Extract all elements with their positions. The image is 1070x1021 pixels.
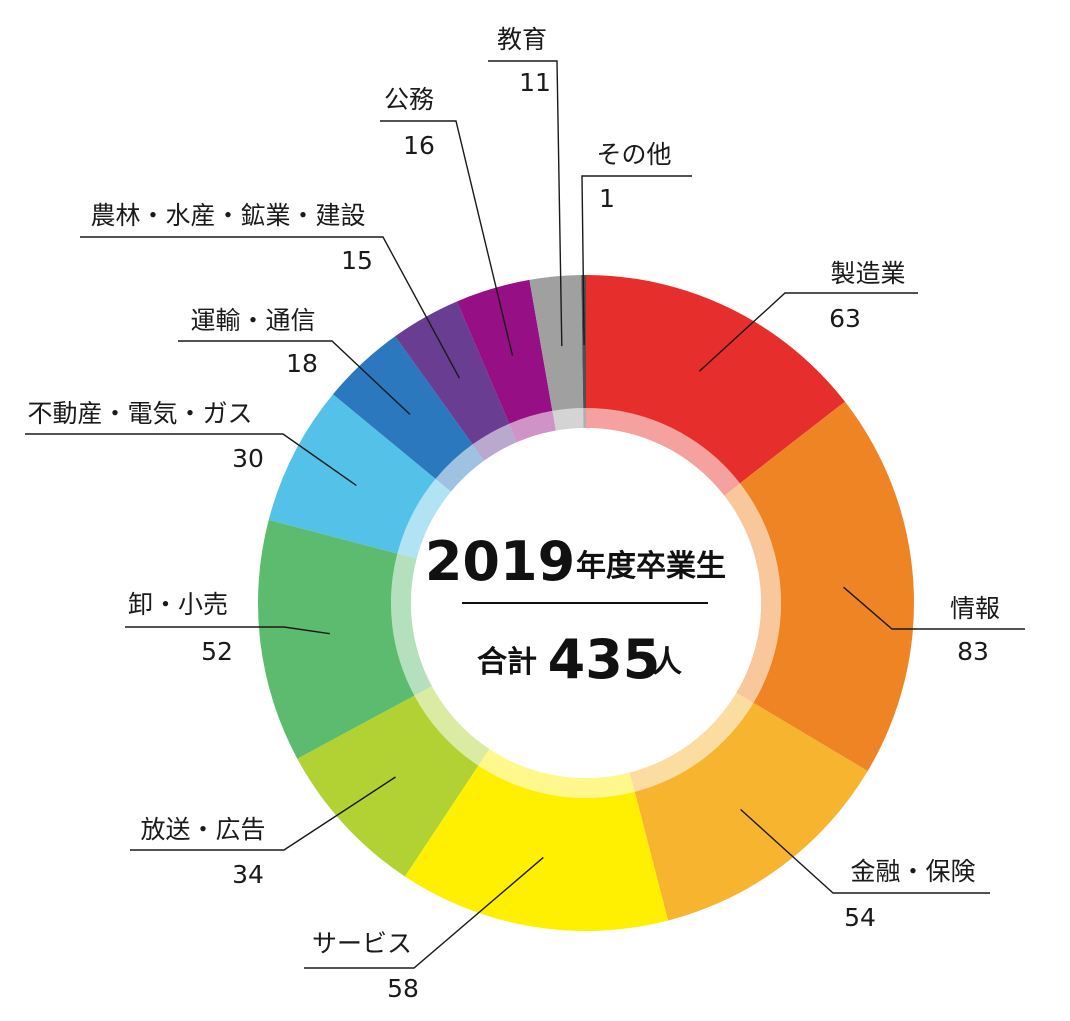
- slice-2-leader-line: [843, 586, 1025, 630]
- slice-7-value: 30: [232, 444, 264, 473]
- slice-8-label: 運輸・通信: [190, 306, 315, 335]
- slice-12-value: 1: [599, 184, 615, 213]
- slice-11-value: 11: [519, 68, 551, 97]
- center-year: 2019: [425, 530, 575, 593]
- slice-4-wedge: [404, 765, 669, 932]
- donut-slices: [258, 275, 914, 932]
- slice-8-leader-line: [178, 340, 411, 415]
- slice-11-wedge: [529, 275, 584, 411]
- slice-2-wedge: [739, 401, 914, 772]
- slice-1-inner-band: [586, 408, 740, 496]
- slice-9-value: 15: [341, 246, 373, 275]
- slice-10-inner-band: [509, 410, 556, 443]
- slice-4-label: サービス: [312, 929, 412, 958]
- center-year-suffix: 年度卒業生: [576, 549, 726, 584]
- slice-7-leader-line: [25, 433, 357, 487]
- slice-1-value: 63: [829, 304, 861, 333]
- slice-10-leader-line: [380, 120, 514, 356]
- slice-5-value: 34: [232, 860, 264, 889]
- slice-3-label: 金融・保険: [850, 857, 975, 886]
- slice-9-wedge: [395, 301, 510, 445]
- slice-1-leader-line: [698, 292, 918, 372]
- slice-8-inner-band: [435, 444, 485, 492]
- slice-2-inner-band: [724, 483, 781, 703]
- slice-3-wedge: [634, 702, 868, 921]
- slice-3-leader-line: [740, 808, 990, 894]
- slice-7-inner-band: [397, 478, 451, 559]
- slice-7-wedge: [268, 394, 436, 554]
- label-leaders: [25, 60, 1025, 969]
- slice-2-value: 83: [957, 637, 989, 666]
- slice-1-label: 製造業: [830, 259, 905, 288]
- slice-6-label: 卸・小売: [128, 590, 228, 619]
- slice-10-label: 公務: [384, 85, 434, 114]
- center-total-prefix: 合計: [477, 645, 537, 680]
- slice-12-leader-line: [581, 175, 692, 346]
- center-total-value: 435: [548, 628, 661, 691]
- slice-9-leader-line: [80, 236, 461, 379]
- center-text: 2019 年度卒業生 合計 435 人: [425, 530, 726, 691]
- slice-12-label: その他: [596, 140, 671, 169]
- slice-8-value: 18: [286, 349, 318, 378]
- slice-11-label: 教育: [497, 25, 547, 54]
- slice-5-inner-band: [414, 686, 490, 766]
- slice-1-wedge: [586, 275, 845, 484]
- slice-5-wedge: [297, 695, 479, 877]
- slice-5-leader-line: [130, 776, 396, 851]
- slice-9-inner-band: [472, 423, 518, 461]
- slice-3-inner-band: [629, 692, 754, 792]
- slice-labels: 製造業 63 情報 83 金融・保険 54 サービス 58 放送・広告 34 卸・小売 52 不動産・電…: [27, 25, 1000, 1003]
- slice-5-label: 放送・広告: [140, 815, 265, 844]
- slice-6-inner-band: [391, 553, 432, 696]
- slice-6-value: 52: [201, 637, 233, 666]
- slice-4-inner-band: [478, 748, 635, 798]
- slice-4-leader-line: [304, 856, 544, 969]
- slice-9-label: 農林・水産・鉱業・建設: [90, 201, 365, 230]
- slice-10-value: 16: [403, 131, 435, 160]
- slice-4-value: 58: [387, 974, 419, 1003]
- slice-11-inner-band: [552, 408, 584, 431]
- slice-3-value: 54: [844, 903, 876, 932]
- slice-10-wedge: [456, 279, 553, 424]
- center-total-unit: 人: [652, 645, 682, 680]
- slice-6-leader-line: [125, 626, 330, 635]
- slice-2-label: 情報: [950, 594, 1000, 623]
- slice-11-leader-line: [488, 60, 563, 347]
- slice-12-inner-band: [583, 408, 586, 429]
- slice-7-label: 不動産・電気・ガス: [27, 399, 252, 428]
- slice-6-wedge: [258, 519, 415, 759]
